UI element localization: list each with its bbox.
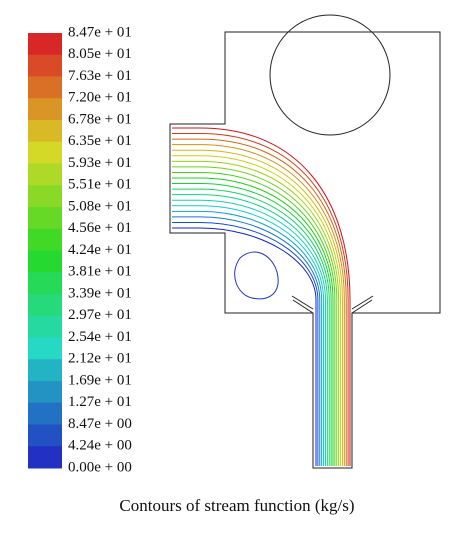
colorbar-band — [28, 402, 62, 425]
streamline — [172, 166, 338, 466]
colorbar-label: 2.54e + 01 — [68, 329, 132, 345]
colorbar-label: 2.12e + 01 — [68, 351, 132, 367]
colorbar-band — [28, 272, 62, 295]
streamline — [172, 177, 334, 466]
streamline — [172, 155, 342, 466]
colorbar-label: 4.56e + 01 — [68, 220, 132, 236]
colorbar-band — [28, 98, 62, 121]
colorbar-band — [28, 315, 62, 338]
colorbar-label: 5.93e + 01 — [68, 155, 132, 171]
streamline — [172, 199, 326, 466]
colorbar-band — [28, 33, 62, 56]
colorbar-label: 5.08e + 01 — [68, 198, 132, 214]
cylinder — [269, 14, 391, 136]
colorbar-label: 8.05e + 01 — [68, 46, 132, 62]
colorbar-label: 6.35e + 01 — [68, 133, 132, 149]
streamline — [172, 171, 336, 466]
colorbar-band — [28, 185, 62, 208]
colorbar-label: 3.81e + 01 — [68, 264, 132, 280]
colorbar-band — [28, 359, 62, 382]
streamline — [172, 144, 345, 466]
colorbar-label: 1.69e + 01 — [68, 372, 132, 388]
streamline — [172, 127, 351, 466]
streamline — [172, 160, 340, 466]
colorbar-band — [28, 294, 62, 317]
colorbar-label: 1.27e + 01 — [68, 394, 132, 410]
streamline — [172, 205, 325, 466]
colorbar-band — [28, 424, 62, 447]
colorbar-band — [28, 337, 62, 360]
colorbar-band — [28, 250, 62, 273]
streamline — [172, 210, 323, 466]
streamline — [172, 149, 343, 466]
colorbar-band — [28, 54, 62, 77]
colorbar-band — [28, 120, 62, 143]
colorbar-label: 8.47e + 00 — [68, 416, 132, 432]
streamline — [172, 216, 321, 466]
colorbar-band — [28, 228, 62, 251]
streamline — [172, 221, 319, 466]
colorbar-band — [28, 76, 62, 99]
colorbar: 8.47e + 01 8.05e + 01 7.63e + 01 7.20e + 01… — [28, 24, 132, 475]
colorbar-label: 5.51e + 01 — [68, 177, 132, 193]
colorbar-label: 6.78e + 01 — [68, 111, 132, 127]
baffles — [291, 295, 374, 314]
caption: Contours of stream function (kg/s) — [119, 496, 354, 515]
colorbar-band — [28, 163, 62, 186]
colorbar-label: 4.24e + 01 — [68, 242, 132, 258]
colorbar-label: 7.20e + 01 — [68, 90, 132, 106]
streamline — [172, 183, 332, 466]
colorbar-band — [28, 141, 62, 164]
contours — [172, 127, 351, 466]
colorbar-label: 7.63e + 01 — [68, 68, 132, 84]
colorbar-label: 4.24e + 00 — [68, 438, 132, 454]
streamline — [172, 227, 317, 466]
colorbar-label: 2.97e + 01 — [68, 307, 132, 323]
recirculation-contour — [234, 251, 279, 300]
colorbar-band — [28, 207, 62, 230]
streamline — [172, 138, 347, 466]
streamline — [172, 188, 330, 466]
colorbar-label: 0.00e + 00 — [68, 459, 132, 475]
streamline — [172, 194, 328, 466]
colorbar-band — [28, 381, 62, 404]
colorbar-label: 8.47e + 01 — [68, 24, 132, 40]
colorbar-label: 3.39e + 01 — [68, 285, 132, 301]
colorbar-band — [28, 446, 62, 469]
streamline — [172, 133, 349, 466]
